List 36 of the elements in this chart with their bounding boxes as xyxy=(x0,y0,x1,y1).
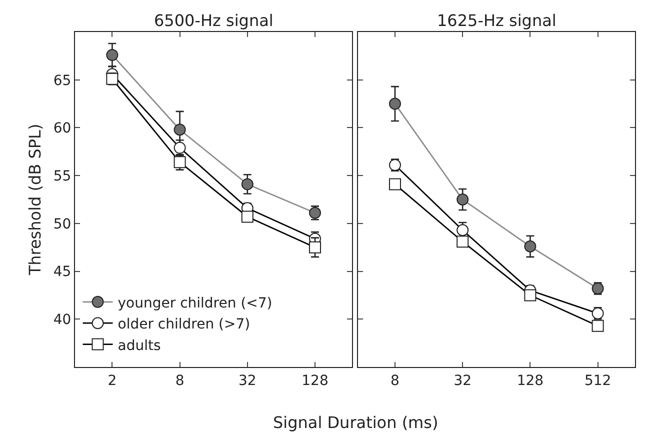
point xyxy=(456,224,469,236)
point xyxy=(388,98,401,110)
x-tick-label: 8 xyxy=(390,372,400,389)
point xyxy=(106,48,118,61)
legend-label: adults xyxy=(118,338,161,354)
legend-label: younger children (<7) xyxy=(118,295,272,312)
chart-title: 6500-Hz signal xyxy=(154,11,274,30)
legend-label: older children (>7) xyxy=(118,316,250,333)
point xyxy=(174,124,186,136)
y-tick-label: 45 xyxy=(53,264,72,280)
x-tick-label: 8 xyxy=(175,372,184,389)
chart-title: 1625-Hz signal xyxy=(437,11,556,30)
x-tick-label: 128 xyxy=(516,372,544,389)
point xyxy=(174,156,186,168)
point xyxy=(241,210,254,223)
x-tick-label: 512 xyxy=(584,372,612,389)
y-axis-title: Threshold (dB SPL) xyxy=(25,124,44,276)
point xyxy=(456,236,469,248)
point xyxy=(524,240,536,252)
x-tick-label: 32 xyxy=(238,372,256,389)
y-tick-label: 50 xyxy=(53,216,72,232)
point xyxy=(388,178,401,190)
point xyxy=(456,194,469,206)
y-tick-label: 60 xyxy=(53,120,72,137)
y-tick-label: 65 xyxy=(53,72,72,89)
point xyxy=(174,142,186,154)
y-tick-label: 55 xyxy=(53,168,72,184)
x-tick-label: 128 xyxy=(302,372,328,389)
y-tick-label: 40 xyxy=(53,312,72,328)
point xyxy=(592,320,604,332)
x-axis-title: Signal Duration (ms) xyxy=(273,413,438,432)
point xyxy=(309,241,322,254)
point xyxy=(241,178,254,190)
point xyxy=(524,289,536,302)
x-tick-label: 2 xyxy=(108,372,117,389)
x-tick-label: 32 xyxy=(454,372,472,389)
